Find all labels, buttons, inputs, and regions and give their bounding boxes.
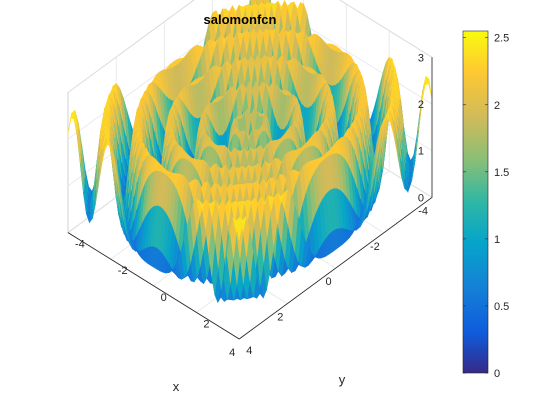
colorbar-gradient: [462, 30, 489, 374]
surface-patch: [421, 80, 430, 101]
x-axis-line: [238, 197, 433, 340]
x-tick-label: 4: [229, 347, 235, 359]
surface-patch: [251, 2, 259, 27]
z-tick-label: 1: [418, 146, 424, 158]
surface-patch: [218, 199, 226, 232]
y-tick-label: 0: [161, 292, 167, 304]
x-axis-label: x: [173, 379, 180, 394]
colorbar-tick-label: 1.5: [494, 167, 509, 179]
x-tick-label: -4: [418, 205, 428, 217]
surface-patch: [258, 1, 266, 27]
y-tick-label: 4: [246, 345, 252, 357]
surface-patch: [260, 54, 268, 80]
y-axis-line: [67, 232, 240, 340]
z-grid-line: [339, 0, 433, 58]
x-tick-label: 0: [325, 276, 331, 288]
surface-patch: [248, 165, 256, 182]
surface-patch: [245, 4, 253, 26]
surface-patch: [249, 28, 257, 57]
surface-patch: [243, 30, 251, 54]
surface-patch: [239, 183, 247, 201]
colorbar-tick-label: 0: [494, 368, 500, 380]
tick-labels: -4 -2 0 2 4 -4 -2 0 2 4 0 1 2 3: [67, 52, 433, 359]
colorbar-ticks: 0 0.5 1 1.5 2 2.5: [463, 33, 509, 380]
surface-patch: [273, 192, 281, 223]
surface-patch: [377, 119, 385, 158]
y-tick-label: 2: [203, 318, 209, 330]
surface-patch: [264, 2, 272, 24]
surface-patch: [226, 32, 234, 62]
chart-title: salomonfcn: [204, 12, 277, 27]
surface-patch: [202, 198, 210, 230]
colorbar-tick-label: 1: [494, 234, 500, 246]
surface-patch: [241, 56, 249, 82]
surface-patch: [250, 197, 258, 224]
surface-patch: [211, 200, 219, 241]
surface-patch: [257, 195, 265, 229]
y-tick-label: -4: [75, 239, 85, 251]
surface-patch: [244, 199, 252, 221]
z-grid-line: [67, 0, 195, 93]
z-tick-label: 3: [418, 52, 424, 64]
surface-patch: [235, 217, 243, 241]
surface-patch: [224, 200, 232, 226]
colorbar-tick-label: 2: [494, 100, 500, 112]
y-tick-label: -2: [118, 265, 128, 277]
surface-patch: [241, 164, 249, 181]
surface-patch: [235, 165, 243, 184]
x-tick-label: -2: [370, 241, 380, 253]
colorbar-tick-label: 2.5: [494, 33, 509, 45]
z-tick-label: 2: [418, 99, 424, 111]
y-axis-label: y: [339, 372, 346, 387]
surface-patch: [263, 195, 271, 236]
surface-patch: [262, 28, 270, 52]
surface-patch: [256, 27, 264, 56]
surface: [67, 0, 433, 304]
colorbar: 0 0.5 1 1.5 2 2.5: [462, 30, 509, 380]
surface-patch: [70, 114, 78, 134]
colorbar-tick-label: 0.5: [494, 301, 509, 313]
z-tick-label: 0: [418, 192, 424, 204]
x-tick-label: 2: [277, 312, 283, 324]
surface-patch: [110, 145, 118, 183]
